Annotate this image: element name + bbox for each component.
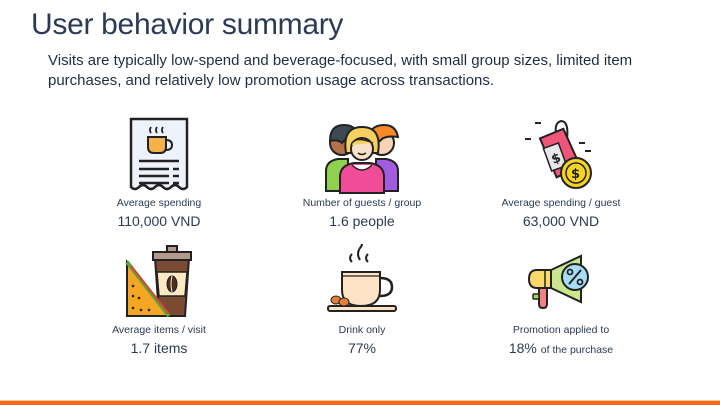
megaphone-percent-icon bbox=[527, 254, 589, 310]
page-subtitle: Visits are typically low-spend and bever… bbox=[48, 52, 633, 89]
price-tag-coin-icon: $ $ bbox=[525, 119, 592, 189]
metric-value-suffix: of the purchase bbox=[540, 344, 614, 356]
metric-drink-only: Drink only 77% bbox=[262, 244, 462, 356]
metric-label: Drink only bbox=[338, 324, 386, 336]
coffee-cup-icon bbox=[327, 244, 397, 312]
metric-guests-per-group: Number of guests / group 1.6 people bbox=[262, 117, 462, 229]
metric-label: Number of guests / group bbox=[302, 197, 422, 209]
metric-value: 63,000 VND bbox=[522, 213, 600, 229]
metric-value: 1.6 people bbox=[329, 213, 395, 229]
metric-value: 110,000 VND bbox=[117, 213, 201, 229]
metric-value: 18% of the purchase bbox=[461, 340, 661, 356]
svg-text:$: $ bbox=[571, 167, 580, 182]
receipt-coffee-icon bbox=[129, 117, 189, 191]
metric-label: Average items / visit bbox=[112, 324, 206, 336]
metric-value-number: 18% bbox=[508, 340, 537, 356]
metric-average-spending: Average spending 110,000 VND bbox=[59, 117, 259, 229]
metric-label: Promotion applied to bbox=[512, 324, 610, 336]
sandwich-coffee-icon bbox=[125, 245, 192, 318]
metric-items-per-visit: Average items / visit 1.7 items bbox=[59, 244, 259, 356]
metric-label: Average spending / guest bbox=[501, 197, 621, 209]
page-title: User behavior summary bbox=[31, 8, 344, 41]
metric-value: 1.7 items bbox=[130, 340, 188, 356]
metric-spending-per-guest: $ $ Average spending / guest 63,000 VND bbox=[461, 117, 661, 229]
group-of-people-icon bbox=[325, 123, 400, 194]
footer-accent-bar bbox=[0, 401, 720, 405]
metric-promotion-applied: Promotion applied to 18% of the purchase bbox=[461, 244, 661, 356]
metric-label: Average spending bbox=[116, 197, 202, 209]
footer-accent-shade bbox=[0, 400, 720, 401]
metric-value: 77% bbox=[347, 340, 377, 356]
